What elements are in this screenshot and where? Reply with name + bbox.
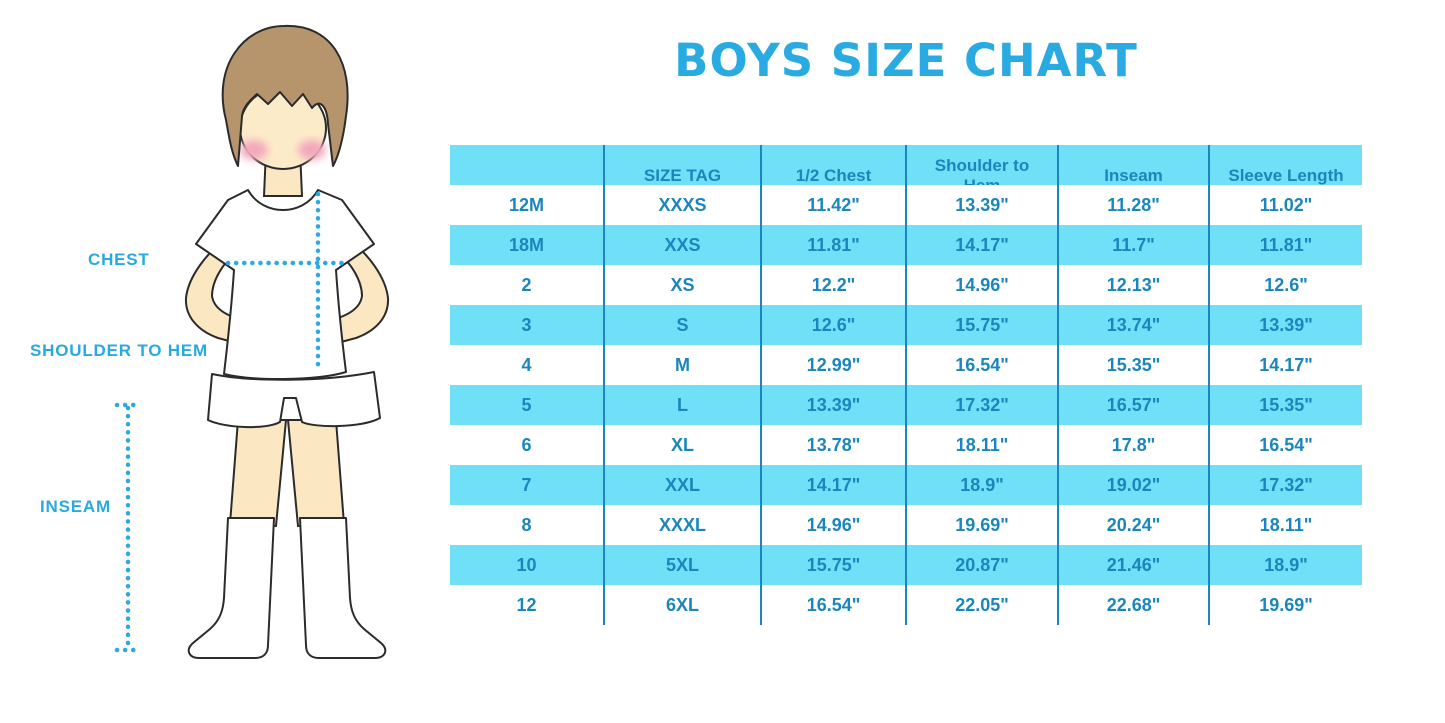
table-cell: 13.39" <box>1208 305 1362 345</box>
table-cell: 14.17" <box>905 225 1057 265</box>
sock-right <box>299 517 387 659</box>
table-cell: 12.6" <box>760 305 905 345</box>
table-cell: 11.28" <box>1057 185 1208 225</box>
table-cell: 14.17" <box>760 465 905 505</box>
table-cell: 16.54" <box>1208 425 1362 465</box>
table-cell: 12.99" <box>760 345 905 385</box>
table-cell: 16.54" <box>760 585 905 625</box>
table-cell: 22.05" <box>905 585 1057 625</box>
table-cell: 4 <box>450 345 603 385</box>
table-cell: 17.32" <box>1208 465 1362 505</box>
table-cell: XL <box>603 425 760 465</box>
size-table: SIZE TAG 1/2 Chest Shoulder to Hem Insea… <box>450 145 1362 625</box>
table-cell: 6XL <box>603 585 760 625</box>
table-cell: 11.02" <box>1208 185 1362 225</box>
table-cell: 19.02" <box>1057 465 1208 505</box>
table-cell: 6 <box>450 425 603 465</box>
table-cell: 5XL <box>603 545 760 585</box>
table-cell: 20.24" <box>1057 505 1208 545</box>
table-cell: 12M <box>450 185 603 225</box>
t-shirt <box>195 189 375 380</box>
table-cell: XXS <box>603 225 760 265</box>
table-cell: 12.6" <box>1208 265 1362 305</box>
table-cell: 14.96" <box>760 505 905 545</box>
cheek-right <box>298 140 326 160</box>
page-title: BOYS SIZE CHART <box>674 34 1138 87</box>
table-cell: XXXS <box>603 185 760 225</box>
table-cell: 18.9" <box>1208 545 1362 585</box>
hair <box>221 24 349 167</box>
shoulder-to-hem-label: SHOULDER TO HEM <box>30 341 208 360</box>
leg-left <box>228 419 288 528</box>
table-cell: 11.7" <box>1057 225 1208 265</box>
table-cell: 8 <box>450 505 603 545</box>
table-cell: 5 <box>450 385 603 425</box>
table-cell: 11.42" <box>760 185 905 225</box>
table-cell: M <box>603 345 760 385</box>
table-cell: XXXL <box>603 505 760 545</box>
table-cell: 18M <box>450 225 603 265</box>
table-cell: S <box>603 305 760 345</box>
boy-figure-area: CHEST SHOULDER TO HEM INSEAM <box>0 0 450 723</box>
table-cell: 17.32" <box>905 385 1057 425</box>
table-cell: 20.87" <box>905 545 1057 585</box>
table-cell: 13.39" <box>905 185 1057 225</box>
table-cell: 14.96" <box>905 265 1057 305</box>
table-cell: 2 <box>450 265 603 305</box>
table-cell: 16.54" <box>905 345 1057 385</box>
table-cell: XS <box>603 265 760 305</box>
inseam-label: INSEAM <box>40 497 111 516</box>
table-cell: 18.9" <box>905 465 1057 505</box>
table-cell: 10 <box>450 545 603 585</box>
boy-illustration <box>114 24 390 659</box>
table-cell: 7 <box>450 465 603 505</box>
table-cell: 11.81" <box>1208 225 1362 265</box>
leg-right <box>286 419 346 528</box>
cheek-left <box>240 140 268 160</box>
table-cell: 18.11" <box>1208 505 1362 545</box>
table-cell: 12.13" <box>1057 265 1208 305</box>
table-cell: 11.81" <box>760 225 905 265</box>
sock-left <box>187 517 275 659</box>
table-cell: 21.46" <box>1057 545 1208 585</box>
shorts <box>207 371 381 429</box>
table-cell: 13.74" <box>1057 305 1208 345</box>
table-cell: 3 <box>450 305 603 345</box>
table-cell: 18.11" <box>905 425 1057 465</box>
table-cell: 12 <box>450 585 603 625</box>
table-cell: 15.75" <box>760 545 905 585</box>
chest-label: CHEST <box>88 250 150 269</box>
table-cell: 15.75" <box>905 305 1057 345</box>
table-cell: 15.35" <box>1208 385 1362 425</box>
table-cell: 17.8" <box>1057 425 1208 465</box>
table-cell: 16.57" <box>1057 385 1208 425</box>
table-cell: 19.69" <box>1208 585 1362 625</box>
table-cell: 14.17" <box>1208 345 1362 385</box>
table-cell: 19.69" <box>905 505 1057 545</box>
table-cell: 13.78" <box>760 425 905 465</box>
table-cell: L <box>603 385 760 425</box>
table-cell: 12.2" <box>760 265 905 305</box>
table-cell: 15.35" <box>1057 345 1208 385</box>
table-cell: XXL <box>603 465 760 505</box>
table-cell: 13.39" <box>760 385 905 425</box>
table-cell: 22.68" <box>1057 585 1208 625</box>
